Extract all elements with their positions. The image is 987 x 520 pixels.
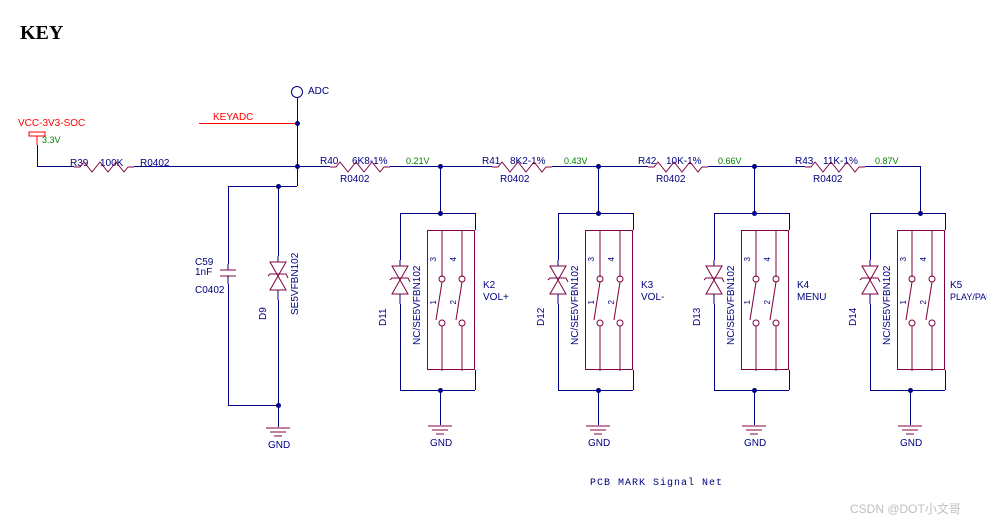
k5-ref: K5 <box>950 280 962 291</box>
k2-pin3: 3 <box>429 257 438 261</box>
k3-pin2: 2 <box>607 300 616 304</box>
v3: 0.87V <box>875 156 899 166</box>
d12-part: NC/SE5VFBN102 <box>570 245 581 345</box>
k3-pin1: 1 <box>587 300 596 304</box>
gnd2-label: GND <box>744 438 766 449</box>
r39-pkg: R0402 <box>140 158 169 169</box>
d11-part: NC/SE5VFBN102 <box>412 245 423 345</box>
v2: 0.66V <box>718 156 742 166</box>
k3-ref: K3 <box>641 280 653 291</box>
c59-pkg: C0402 <box>195 285 224 296</box>
watermark: CSDN @DOT小文哥 <box>850 500 961 517</box>
d13-part: NC/SE5VFBN102 <box>726 245 737 345</box>
k5-pin1: 1 <box>899 300 908 304</box>
tvs-d14 <box>858 260 882 309</box>
k2-pin4: 4 <box>449 257 458 261</box>
k5-pin2: 2 <box>919 300 928 304</box>
d9-ref: D9 <box>258 300 269 320</box>
tvs-d11 <box>388 260 412 309</box>
d14-part: NC/SE5VFBN102 <box>882 245 893 345</box>
gnd3-label: GND <box>900 438 922 449</box>
k3-name: VOL- <box>641 292 664 303</box>
d11-ref: D11 <box>378 300 389 326</box>
v1: 0.43V <box>564 156 588 166</box>
d12-ref: D12 <box>536 300 547 326</box>
k4-pin3: 3 <box>743 257 752 261</box>
vcc-voltage: 3.3V <box>42 135 61 145</box>
k5-pin3: 3 <box>899 257 908 261</box>
r41-pkg: R0402 <box>500 174 529 185</box>
gnd-left-label: GND <box>268 440 290 451</box>
gnd1-label: GND <box>588 438 610 449</box>
r43-pkg: R0402 <box>813 174 842 185</box>
r40-pkg: R0402 <box>340 174 369 185</box>
tvs-d9 <box>266 256 290 305</box>
net-vcc: VCC-3V3-SOC <box>18 118 85 129</box>
adc-label: ADC <box>308 86 329 97</box>
footer-note: PCB MARK Signal Net <box>590 478 723 489</box>
adc-port-icon <box>291 86 303 98</box>
k2-pin2: 2 <box>449 300 458 304</box>
k4-name: MENU <box>797 292 826 303</box>
k4-ref: K4 <box>797 280 809 291</box>
d9-part: SE5VFBN102 <box>290 235 301 315</box>
schematic-title: KEY <box>20 22 63 45</box>
c59-val: 1nF <box>195 267 212 278</box>
d13-ref: D13 <box>692 300 703 326</box>
k5-name: PLAY/PAUSE <box>950 292 987 302</box>
net-keyadc: KEYADC <box>213 112 253 123</box>
d14-ref: D14 <box>848 300 859 326</box>
k4-pin4: 4 <box>763 257 772 261</box>
k3-pin3: 3 <box>587 257 596 261</box>
k5-pin4: 4 <box>919 257 928 261</box>
r42-pkg: R0402 <box>656 174 685 185</box>
gnd0-label: GND <box>430 438 452 449</box>
k2-ref: K2 <box>483 280 495 291</box>
k3-pin4: 4 <box>607 257 616 261</box>
k2-name: VOL+ <box>483 292 509 303</box>
tvs-d13 <box>702 260 726 309</box>
k2-pin1: 1 <box>429 300 438 304</box>
resistor-r39 <box>74 160 134 178</box>
k4-pin2: 2 <box>763 300 772 304</box>
k4-pin1: 1 <box>743 300 752 304</box>
tvs-d12 <box>546 260 570 309</box>
v0: 0.21V <box>406 156 430 166</box>
